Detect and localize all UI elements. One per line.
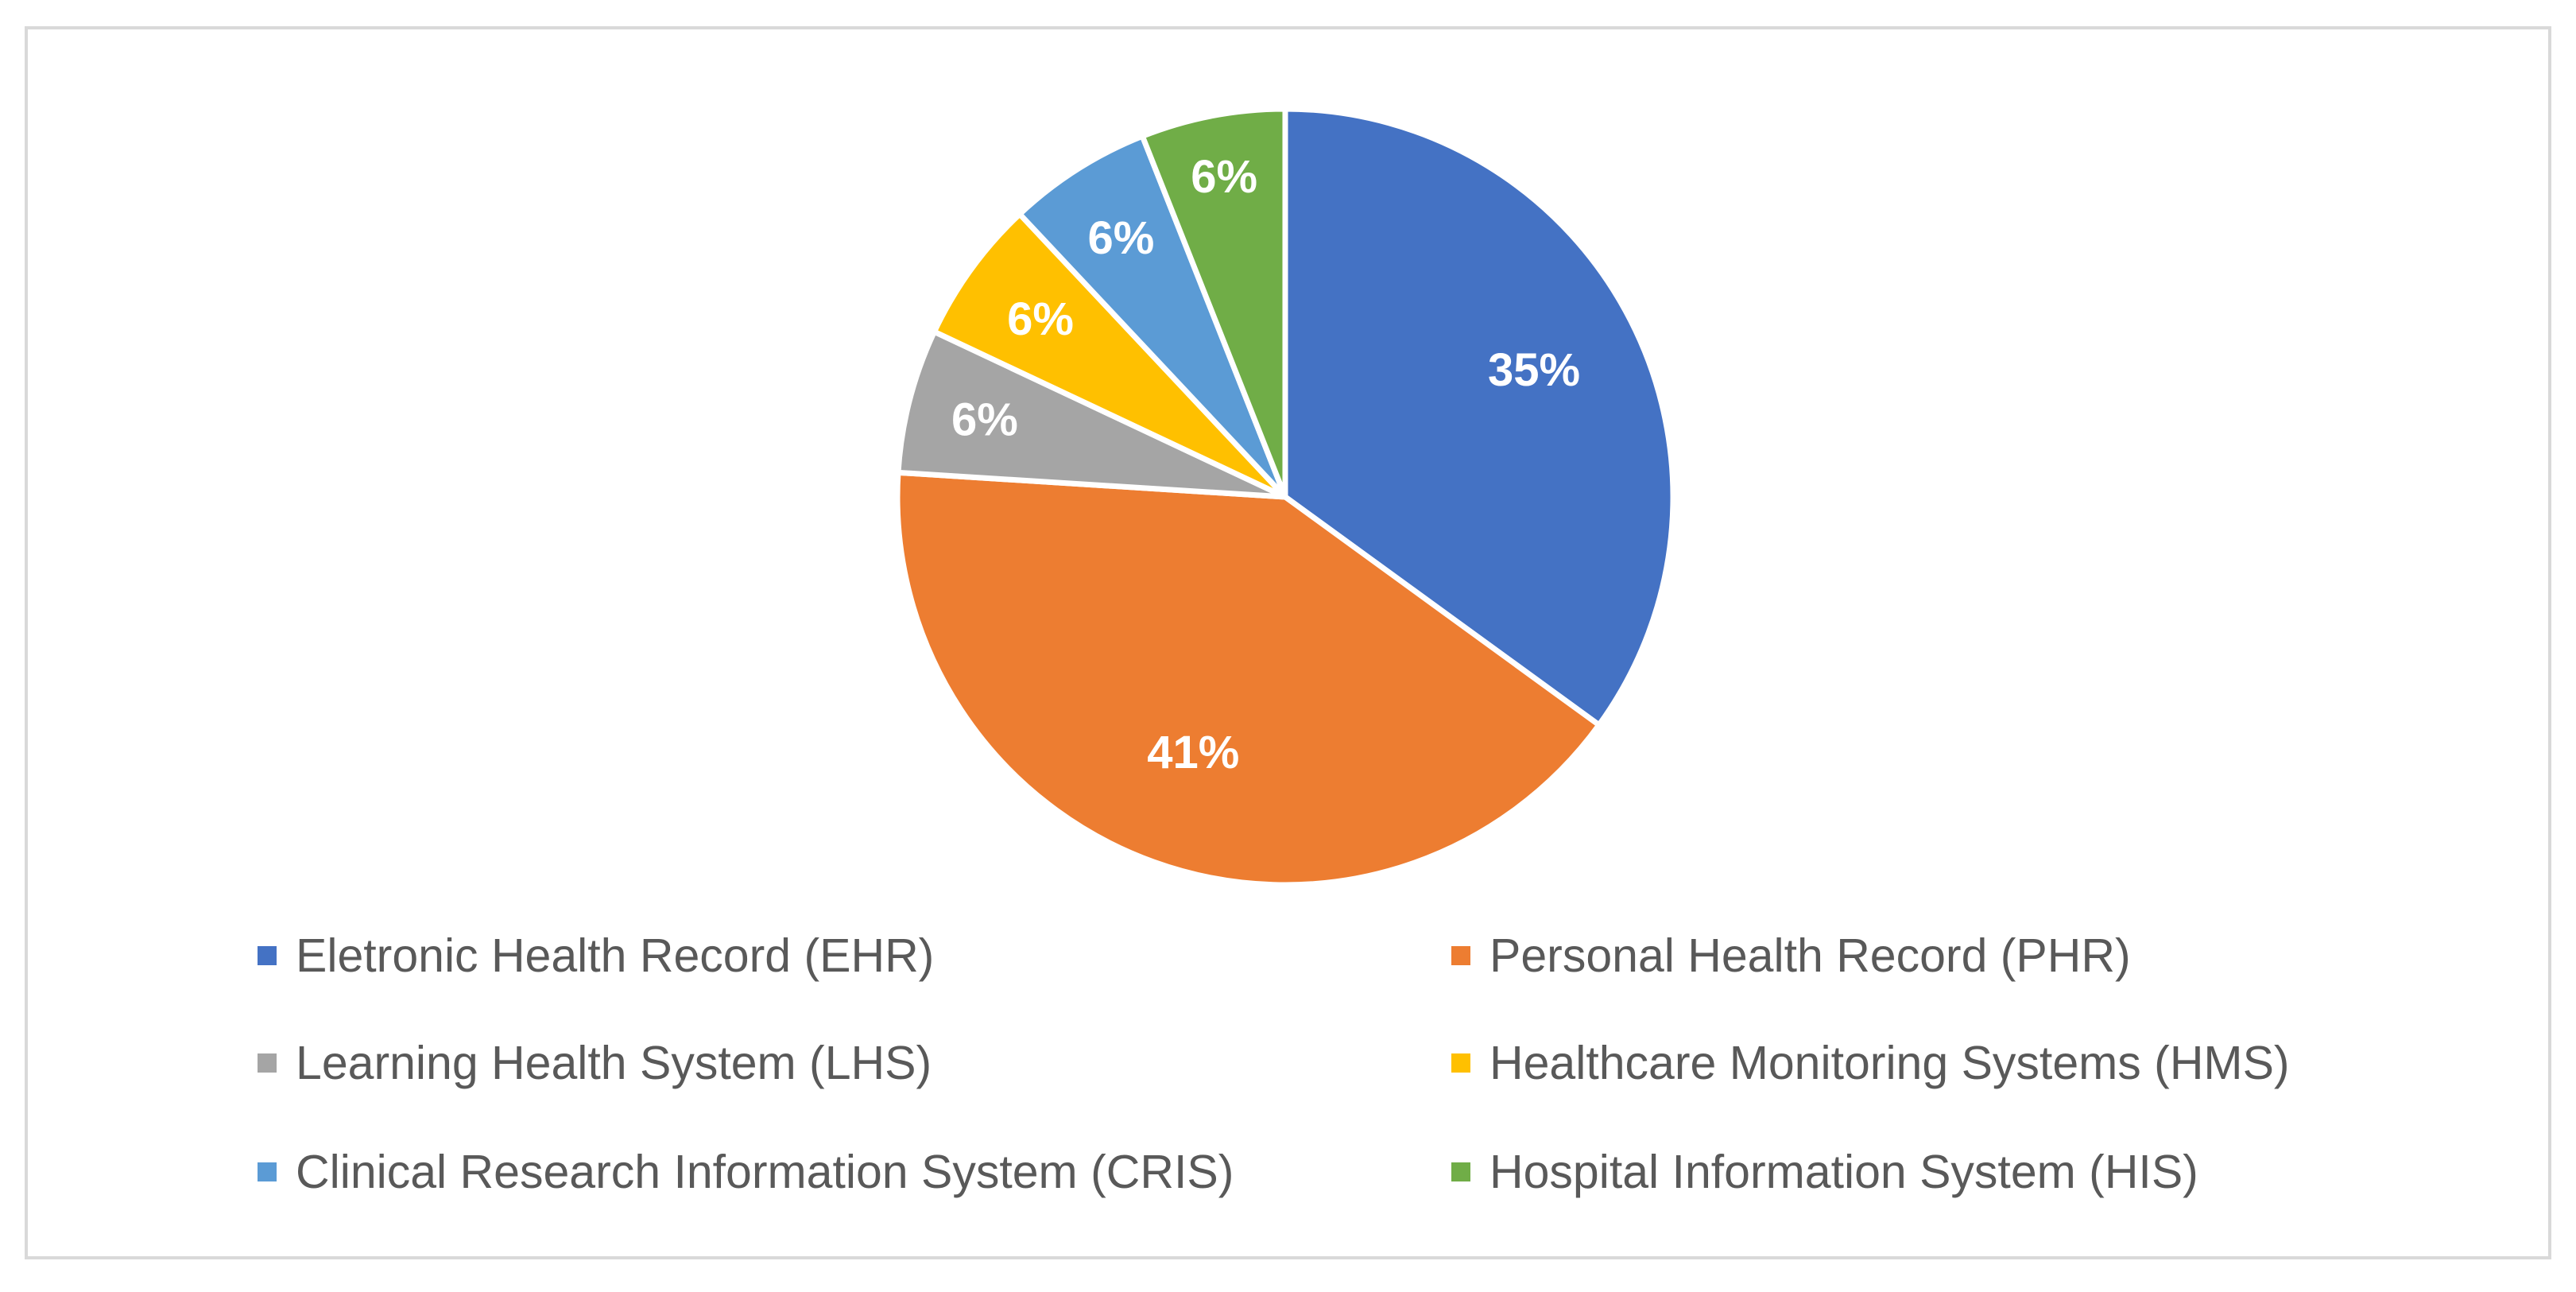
- legend-label-his: Hospital Information System (HIS): [1489, 1146, 2198, 1198]
- pie-chart: 35% 41% 6% 6% 6% 6%: [894, 106, 1676, 888]
- legend-label-ehr: Eletronic Health Record (EHR): [296, 929, 935, 982]
- data-label-lhs: 6%: [951, 394, 1018, 445]
- data-label-phr: 41%: [1147, 727, 1239, 778]
- legend-swatch-phr: [1451, 946, 1470, 965]
- legend-swatch-cris: [258, 1162, 277, 1181]
- legend-item-hms: Healthcare Monitoring Systems (HMS): [1451, 1031, 2290, 1095]
- legend-label-hms: Healthcare Monitoring Systems (HMS): [1489, 1037, 2290, 1089]
- data-label-hms: 6%: [1007, 293, 1074, 345]
- data-label-ehr: 35%: [1488, 344, 1580, 396]
- chart-area: 35% 41% 6% 6% 6% 6% Eletronic Health Record (…: [25, 26, 2551, 1259]
- legend-swatch-lhs: [258, 1053, 277, 1073]
- legend-swatch-hms: [1451, 1053, 1470, 1073]
- pie-slice-phr: [894, 469, 1602, 888]
- legend-swatch-his: [1451, 1162, 1470, 1181]
- pie-slice-cris: [1017, 133, 1288, 500]
- legend-swatch-ehr: [258, 946, 277, 965]
- legend-label-lhs: Learning Health System (LHS): [296, 1037, 932, 1089]
- pie-data-labels: 35% 41% 6% 6% 6% 6%: [951, 151, 1580, 778]
- pie-slice-lhs: [895, 328, 1288, 500]
- legend-label-phr: Personal Health Record (PHR): [1489, 929, 2131, 982]
- pie-slices: [894, 106, 1676, 888]
- data-label-his: 6%: [1191, 151, 1257, 203]
- legend-item-phr: Personal Health Record (PHR): [1451, 924, 2131, 987]
- pie-slice-hms: [931, 211, 1288, 500]
- legend-item-lhs: Learning Health System (LHS): [258, 1031, 932, 1095]
- data-label-cris: 6%: [1088, 212, 1155, 264]
- legend-label-cris: Clinical Research Information System (CR…: [296, 1146, 1234, 1198]
- legend-item-his: Hospital Information System (HIS): [1451, 1140, 2198, 1204]
- pie-slice-ehr: [1282, 106, 1676, 728]
- legend-item-cris: Clinical Research Information System (CR…: [258, 1140, 1234, 1204]
- legend-item-ehr: Eletronic Health Record (EHR): [258, 924, 934, 987]
- pie-slice-his: [1139, 106, 1288, 500]
